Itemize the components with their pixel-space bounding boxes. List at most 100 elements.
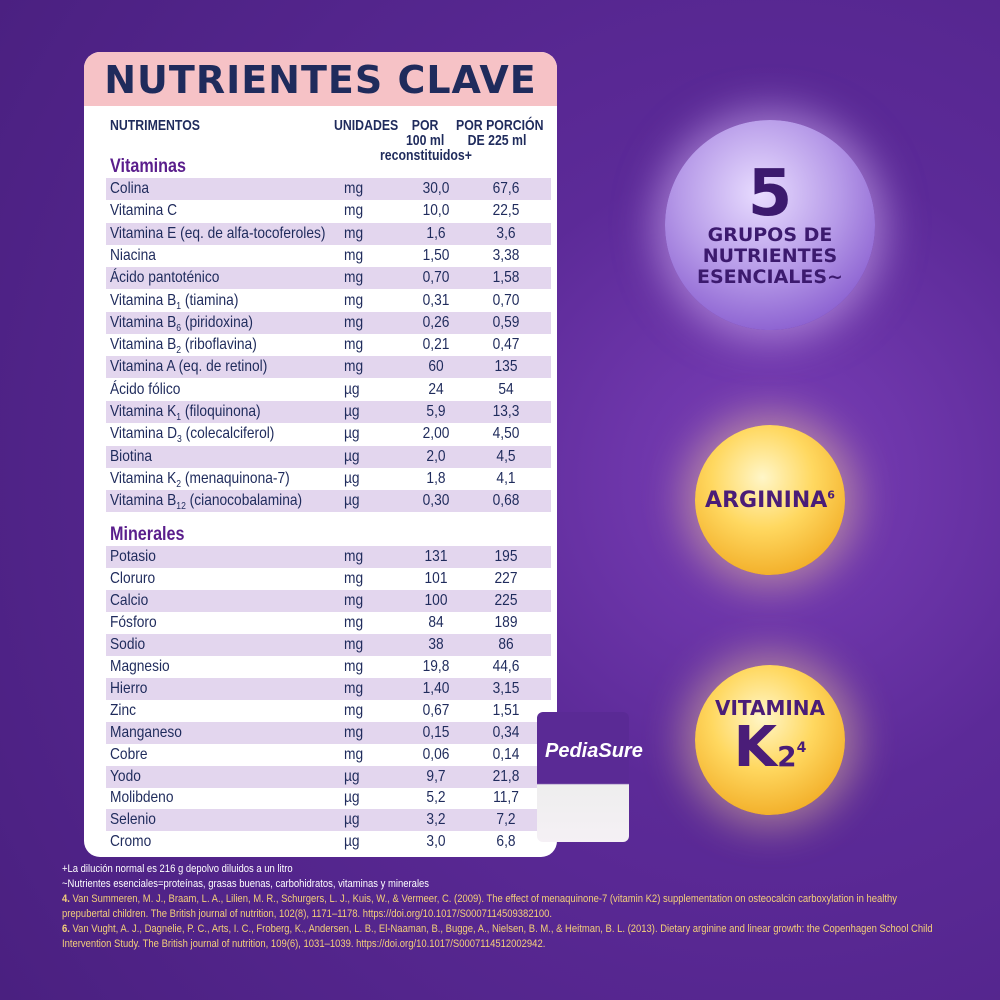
k-sub: 2	[777, 739, 797, 773]
value-per-portion: 225	[494, 591, 518, 609]
value-per-portion: 135	[494, 358, 518, 376]
value-per-100ml: 0,67	[422, 701, 450, 719]
nutrient-name: Vitamina B2 (riboflavina)	[110, 336, 257, 357]
nutrient-name: Vitamina C	[110, 202, 178, 220]
value-per-100ml: 24	[428, 380, 444, 398]
nutrient-name: Vitamina B6 (piridoxina)	[110, 313, 253, 334]
nutrient-name: Magnesio	[110, 657, 170, 675]
value-per-100ml: 0,31	[422, 291, 450, 309]
value-per-100ml: 84	[428, 613, 444, 631]
nutrient-name: Ácido pantoténico	[110, 269, 220, 287]
value-per-100ml: 60	[428, 358, 444, 376]
table-row: Vitamina B12 (cianocobalamina) µg 0,30 0,68	[106, 490, 551, 512]
col-header-per100: POR 100 ml reconstituidos+	[380, 117, 472, 164]
nutrient-name: Ácido fólico	[110, 380, 181, 398]
table-row: Cobre mg 0,06 0,14	[106, 744, 551, 766]
value-per-portion: 67,6	[492, 180, 520, 197]
nutrient-name: Vitamina D3 (colecalciferol)	[110, 425, 275, 446]
unit: mg	[344, 269, 364, 287]
nutrient-name: Cloruro	[110, 569, 156, 587]
nutrient-name: Manganeso	[110, 723, 182, 741]
value-per-portion: 86	[498, 635, 514, 653]
footnotes: +La dilución normal es 216 g depolvo dil…	[62, 862, 974, 952]
value-per-portion: 0,34	[492, 723, 520, 741]
nutrient-name: Calcio	[110, 591, 149, 609]
value-per-portion: 1,58	[492, 269, 520, 287]
value-per-100ml: 1,40	[422, 679, 450, 697]
nutrient-name: Colina	[110, 180, 150, 197]
nutrient-name: Potasio	[110, 548, 156, 565]
unit: mg	[344, 657, 364, 675]
nutrient-name: Molibdeno	[110, 789, 174, 807]
arginina-ref: 6	[827, 488, 835, 502]
table-row: Magnesio mg 19,8 44,6	[106, 656, 551, 678]
value-per-portion: 7,2	[496, 811, 516, 829]
nutrient-name: Vitamina K2 (menaquinona-7)	[110, 469, 290, 491]
pediasure-can-image: PediaSure	[537, 712, 643, 842]
table-row: Colina mg 30,0 67,6	[106, 178, 551, 200]
value-per-100ml: 5,2	[426, 789, 446, 807]
value-per-100ml: 3,0	[426, 833, 446, 851]
badge-5-groups: 5 GRUPOS DE NUTRIENTES ESENCIALES~	[665, 120, 875, 330]
nutrient-name: Vitamina B1 (tiamina)	[110, 291, 239, 312]
value-per-100ml: 0,15	[422, 723, 450, 741]
table-row: Biotina µg 2,0 4,5	[106, 445, 551, 468]
section-vitamins: Vitaminas	[110, 156, 187, 177]
table-row: Sodio mg 38 86	[106, 633, 551, 656]
unit: mg	[344, 613, 364, 631]
table-row: Manganeso mg 0,15 0,34	[106, 721, 551, 744]
value-per-portion: 227	[494, 569, 518, 587]
value-per-100ml: 2,00	[422, 425, 450, 443]
unit: mg	[344, 358, 364, 376]
table-row: Ácido fólico µg 24 54	[106, 379, 551, 401]
value-per-portion: 13,3	[492, 403, 520, 420]
table-row: Ácido pantoténico mg 0,70 1,58	[106, 267, 551, 290]
value-per-100ml: 0,21	[422, 336, 450, 354]
unit: mg	[344, 745, 364, 763]
table-row: Vitamina D3 (colecalciferol) µg 2,00 4,50	[106, 423, 551, 445]
unit: µg	[344, 767, 360, 785]
groups-number: 5	[747, 156, 793, 231]
vitamina-text: VITAMINA	[714, 695, 826, 720]
unit: mg	[344, 313, 364, 331]
table-row: Molibdeno µg 5,2 11,7	[106, 787, 551, 809]
value-per-portion: 0,59	[492, 313, 520, 331]
table-row: Cloruro mg 101 227	[106, 568, 551, 590]
value-per-portion: 4,5	[496, 447, 516, 465]
unit: mg	[344, 246, 364, 264]
unit: mg	[344, 224, 364, 242]
unit: mg	[344, 180, 364, 197]
value-per-portion: 6,8	[496, 833, 516, 851]
nutrient-table-card: NUTRIENTES CLAVE NUTRIMENTOS UNIDADES PO…	[84, 52, 557, 857]
table-row: Calcio mg 100 225	[106, 589, 551, 612]
table-title: NUTRIENTES CLAVE	[84, 52, 557, 106]
unit: µg	[344, 789, 360, 807]
unit: mg	[344, 591, 364, 609]
k-text: K	[733, 714, 778, 780]
value-per-100ml: 0,06	[422, 745, 450, 763]
table-row: Vitamina B2 (riboflavina) mg 0,21 0,47	[106, 334, 551, 356]
table-row: Vitamina A (eq. de retinol) mg 60 135	[106, 356, 551, 379]
unit: µg	[344, 403, 360, 420]
badge-vitamina-k2: VITAMINA K24	[695, 665, 845, 815]
nutrient-name: Biotina	[110, 447, 153, 465]
table-row: Potasio mg 131 195	[106, 546, 551, 568]
section-minerals: Minerales	[110, 524, 185, 545]
value-per-100ml: 131	[424, 548, 448, 565]
unit: mg	[344, 635, 364, 653]
unit: mg	[344, 548, 364, 565]
value-per-portion: 21,8	[492, 767, 520, 785]
unit: µg	[344, 469, 360, 487]
table-row: Cromo µg 3,0 6,8	[106, 831, 551, 853]
unit: mg	[344, 569, 364, 587]
nutrient-name: Vitamina K1 (filoquinona)	[110, 403, 261, 424]
table-row: Yodo µg 9,7 21,8	[106, 765, 551, 788]
value-per-portion: 189	[494, 613, 518, 631]
nutrient-name: Niacina	[110, 246, 156, 264]
nutrient-name: Cromo	[110, 833, 152, 851]
unit: mg	[344, 723, 364, 741]
col-header-units: UNIDADES	[334, 117, 399, 134]
footnote-nutrients: ~Nutrientes esenciales=proteínas, grasas…	[62, 878, 430, 890]
reference-4: 4. Van Summeren, M. J., Braam, L. A., Li…	[62, 893, 898, 920]
nutrient-name: Hierro	[110, 679, 148, 697]
